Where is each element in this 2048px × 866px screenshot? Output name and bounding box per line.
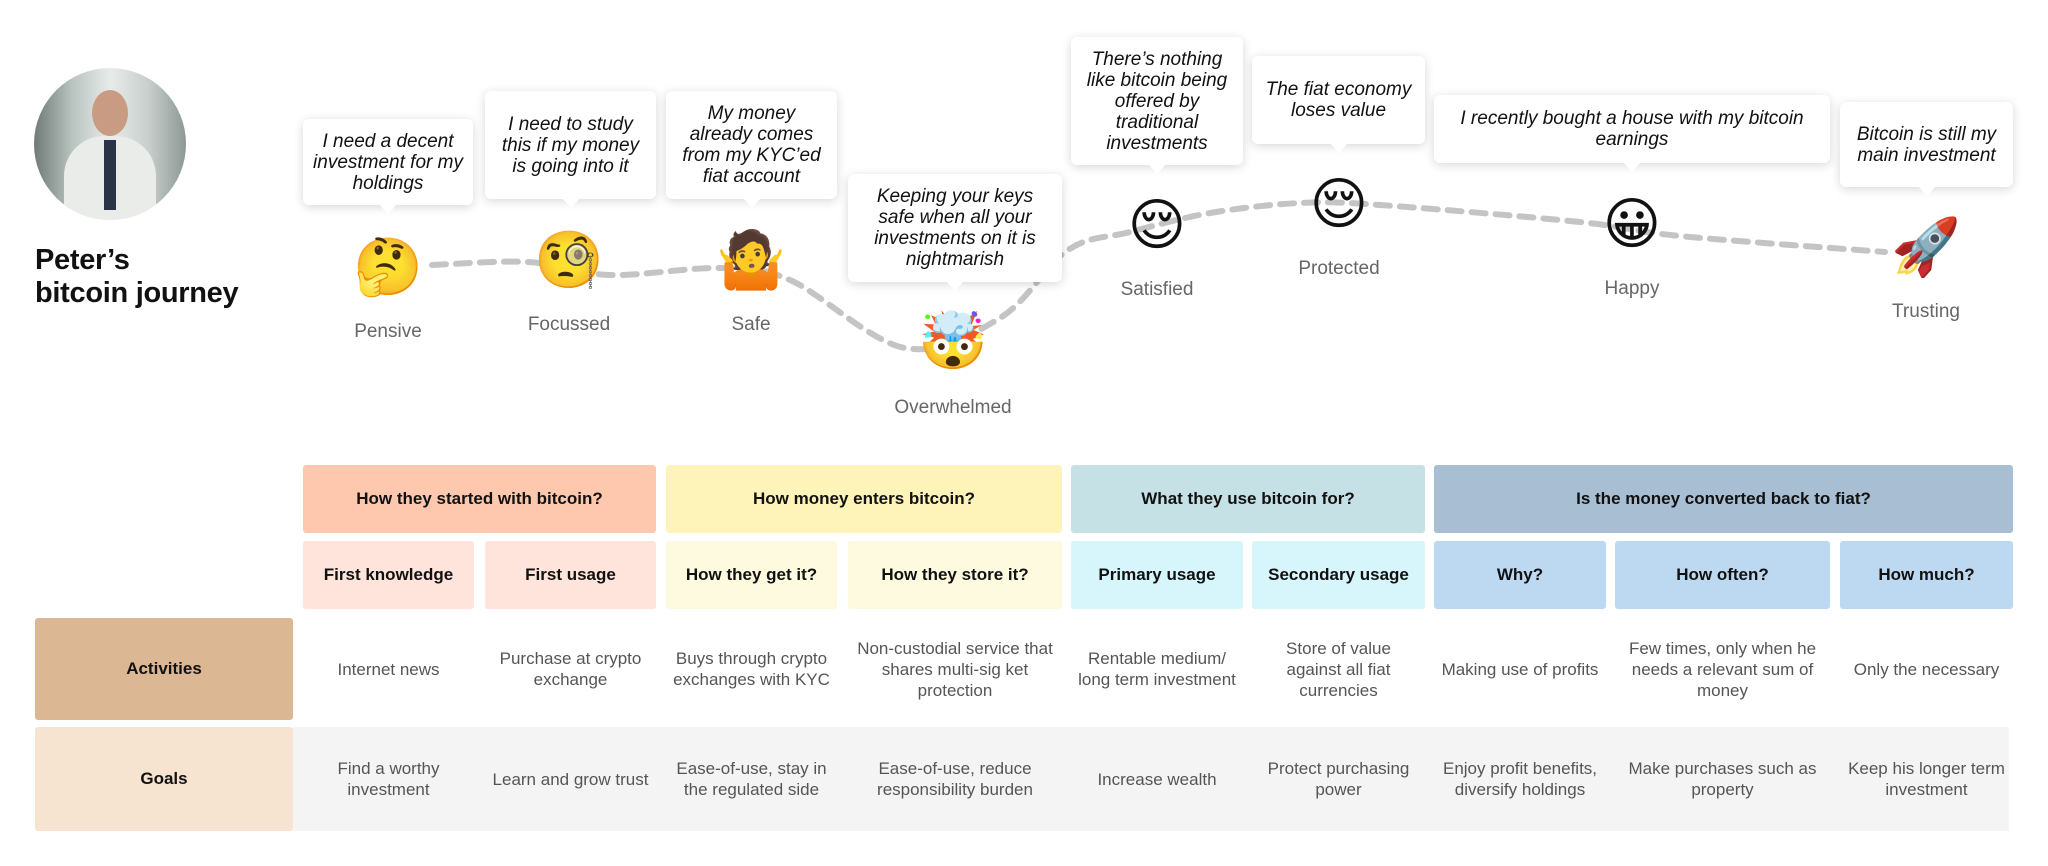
quote-bubble: Keeping your keys safe when all your inv… [848,174,1062,291]
emotion-label: Satisfied [1120,279,1194,300]
thinking-face-icon: 🤔 [353,235,423,300]
table-cell: Internet news [337,659,440,679]
table-cell: Rentable medium/ long term investment [1078,649,1236,689]
table-cell: Few times, only when he needs a relevant… [1628,638,1817,700]
table-cell: Enjoy profit benefits, diversify holding… [1442,759,1598,799]
quote-bubble: There’s nothing like bitcoin being offer… [1071,37,1243,174]
avatar [34,68,186,220]
quote-bubble: I need a decent investment for my holdin… [303,119,473,214]
category-header: How money enters bitcoin? [666,465,1062,533]
table-cell: Find a worthy investment [337,759,440,799]
table-cell: Buys through crypto exchanges with KYC [673,649,830,689]
table-cell: Ease-of-use, stay in the regulated side [676,759,827,799]
emotion-label: Trusting [1892,301,1960,322]
table-cell: Ease-of-use, reduce responsibility burde… [877,759,1033,799]
table-cell: Non-custodial service that shares multi-… [857,638,1053,700]
emotion-label: Overwhelmed [894,397,1012,418]
emotion-label: Protected [1298,258,1380,279]
sub-header: How much? [1840,541,2013,609]
rocket-icon: 🚀 [1891,215,1961,280]
table-cell: Increase wealth [1097,769,1217,789]
grinning-face-icon: 😀 [1602,192,1662,257]
table-cell: Store of value against all fiat currenci… [1286,638,1391,700]
table-cell: Making use of profits [1441,659,1599,679]
row-label-activities: Activities [35,618,293,720]
category-header: What they use bitcoin for? [1071,465,1425,533]
sub-header: First usage [485,541,656,609]
sub-header: First knowledge [303,541,474,609]
quote-bubble: I need to study this if my money is goin… [485,91,656,208]
emotion-label: Focussed [527,314,611,335]
sub-header: How they store it? [848,541,1062,609]
monocle-face-icon: 🧐 [534,228,604,293]
sub-header: How often? [1615,541,1830,609]
category-header: How they started with bitcoin? [303,465,656,533]
quote-bubble: My money already comes from my KYC’ed fi… [666,91,837,208]
sub-header: Why? [1434,541,1606,609]
quote-bubble: The fiat economy loses value [1252,56,1425,153]
sub-header: Primary usage [1071,541,1243,609]
table-cell: Keep his longer term investment [1848,759,2005,799]
relieved-face-icon: 😌 [1127,193,1187,258]
exploding-head-icon: 🤯 [918,309,988,374]
sub-header: Secondary usage [1252,541,1425,609]
emotion-label: Safe [731,314,771,335]
emotion-label: Happy [1604,278,1660,299]
emotion-label: Pensive [354,321,422,342]
category-header: Is the money converted back to fiat? [1434,465,2013,533]
goals-row-background [293,727,2009,831]
person-shrugging-icon: 🤷 [716,228,786,293]
quote-bubble: Bitcoin is still my main investment [1840,102,2013,196]
title-line: bitcoin journey [35,277,239,309]
row-label-goals: Goals [35,727,293,831]
table-cell: Make purchases such as property [1628,759,1817,799]
table-cell: Learn and grow trust [492,769,649,789]
table-cell: Protect purchasing power [1267,759,1410,799]
table-cell: Only the necessary [1853,659,2000,679]
table-cell: Purchase at crypto exchange [499,649,642,689]
quote-bubble: I recently bought a house with my bitcoi… [1434,95,1830,172]
relieved-face-icon: 😌 [1309,172,1369,237]
title-line: Peter’s [35,244,130,276]
emotion-curve-path [429,199,1888,353]
page-title: Peter’s bitcoin journey [35,244,239,310]
sub-header: How they get it? [666,541,837,609]
